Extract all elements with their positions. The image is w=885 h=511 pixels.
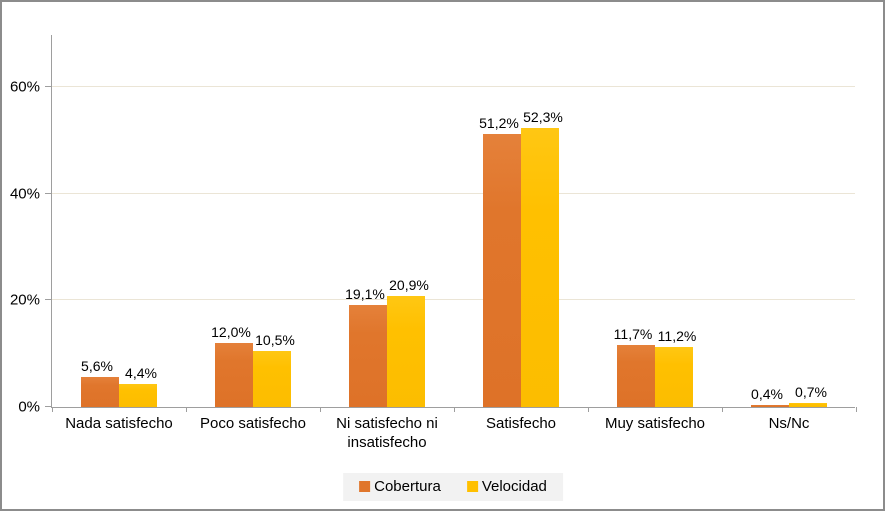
value-label-velocidad-1: 10,5% [255,332,295,349]
value-label-cobertura-4: 11,7% [613,325,653,342]
bar-cobertura-4 [617,344,655,407]
bar-velocidad-3 [521,128,559,407]
bar-velocidad-4 [655,347,693,407]
bar-cobertura-1 [215,343,253,407]
legend-label-velocidad: Velocidad [481,478,547,495]
gridline-60 [52,86,855,88]
category-group-5: 0,4% 0,7% Ns/Nc [722,35,856,432]
x-axis-label-3: Satisfecho [485,415,557,432]
y-axis-tick-40 [45,192,51,194]
bar-cobertura-5 [751,404,789,407]
bar-velocidad-1 [253,351,291,407]
x-axis-label-4: Muy satisfecho [604,415,706,432]
bar-cobertura-3 [483,134,521,407]
x-axis-tick-5 [722,407,723,412]
y-axis-tick-20 [45,299,51,301]
legend-label-cobertura: Cobertura [374,478,441,495]
chart-legend: Cobertura Velocidad [343,473,563,501]
y-axis-label-20: 20% [9,291,40,309]
value-label-cobertura-3: 51,2% [479,115,519,132]
x-axis-tick-6 [856,407,857,412]
y-axis-tick-60 [45,86,51,88]
value-label-velocidad-2: 20,9% [389,276,429,293]
y-axis-label-40: 40% [9,185,40,203]
y-axis-label-0: 0% [18,398,40,416]
plot-area: 0% 20% 40% 60% 5,6% 4,4% Nada satisfecho 12,0% 1… [10,35,857,451]
bar-velocidad-2 [387,295,425,407]
value-label-velocidad-0: 4,4% [125,364,157,381]
x-axis-tick-0 [52,407,53,412]
category-group-1: 12,0% 10,5% Poco satisfecho [186,35,320,432]
x-axis-label-2: Ni satisfecho ni insatisfecho [336,415,438,451]
bar-cobertura-0 [81,377,119,407]
x-axis-tick-2 [320,407,321,412]
value-label-velocidad-5: 0,7% [795,384,827,401]
bar-velocidad-0 [119,383,157,407]
gridline-40 [52,192,855,194]
legend-swatch-cobertura-icon [359,481,371,492]
value-label-cobertura-1: 12,0% [211,324,251,341]
category-group-3: 51,2% 52,3% Satisfecho [454,35,588,432]
bar-cobertura-2 [349,305,387,407]
value-label-cobertura-0: 5,6% [81,358,113,375]
legend-item-velocidad: Velocidad [466,478,547,495]
x-axis-tick-4 [588,407,589,412]
x-axis-label-0: Nada satisfecho [65,415,173,432]
x-axis-tick-1 [186,407,187,412]
value-label-cobertura-5: 0,4% [751,385,783,402]
x-axis-label-1: Poco satisfecho [200,415,306,432]
x-axis-label-5: Ns/Nc [768,415,810,432]
y-axis-label-60: 60% [9,78,40,96]
value-label-velocidad-4: 11,2% [657,328,697,345]
x-axis-tick-3 [454,407,455,412]
bar-velocidad-5 [789,403,827,407]
value-label-velocidad-3: 52,3% [523,109,563,126]
legend-item-cobertura: Cobertura [359,478,441,495]
gridline-20 [52,299,855,301]
legend-swatch-velocidad-icon [466,481,478,492]
category-group-0: 5,6% 4,4% Nada satisfecho [52,35,186,432]
y-axis-tick-0 [45,406,51,407]
category-group-4: 11,7% 11,2% Muy satisfecho [588,35,722,432]
category-group-2: 19,1% 20,9% Ni satisfecho ni insatisfecho [320,35,454,451]
value-label-cobertura-2: 19,1% [345,286,385,303]
